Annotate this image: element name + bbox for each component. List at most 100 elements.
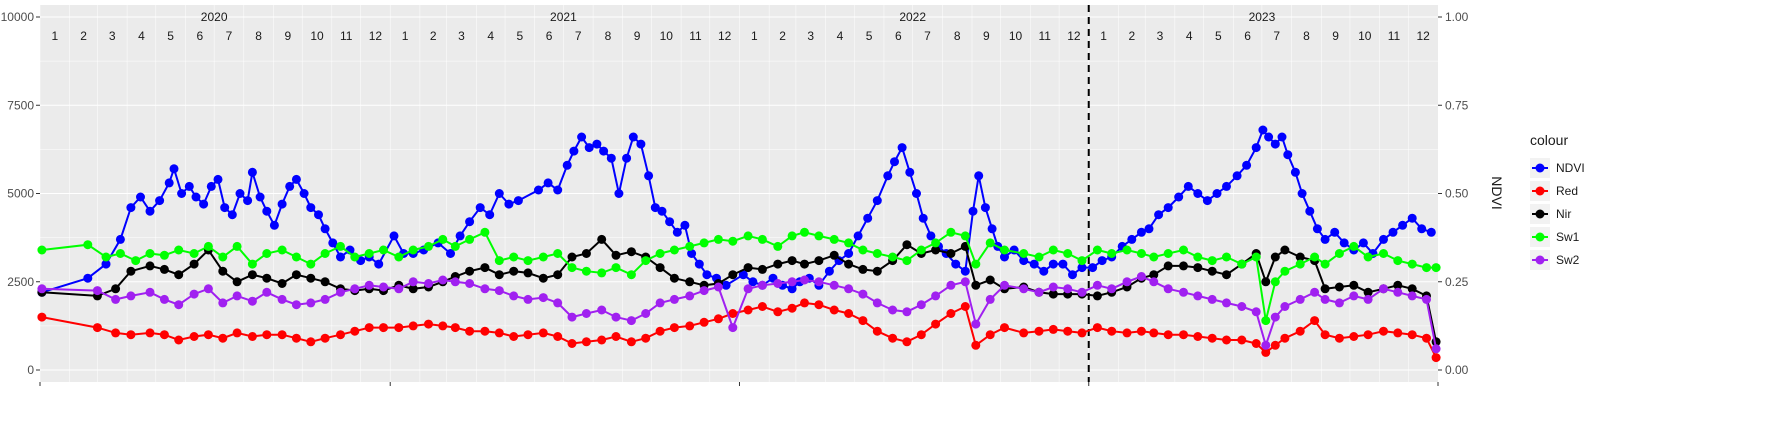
month-label: 7: [1273, 29, 1280, 43]
data-point: [206, 181, 216, 191]
month-label: 11: [1388, 29, 1401, 43]
data-point: [757, 264, 767, 274]
data-point: [247, 167, 257, 177]
data-point: [636, 139, 646, 149]
data-point: [1320, 294, 1330, 304]
data-point: [320, 249, 330, 258]
data-point: [1048, 282, 1058, 292]
year-label: 2022: [899, 10, 926, 24]
data-point: [738, 270, 748, 280]
data-point: [320, 294, 330, 304]
data-point: [622, 153, 632, 163]
month-label: 10: [1358, 29, 1372, 43]
data-point: [665, 217, 675, 227]
month-label: 10: [1009, 29, 1023, 43]
data-point: [980, 203, 990, 213]
data-point: [844, 284, 854, 294]
data-point: [872, 298, 882, 308]
data-point: [829, 250, 839, 260]
data-point: [126, 330, 136, 340]
data-point: [960, 266, 970, 276]
data-point: [902, 307, 912, 317]
data-point: [1092, 291, 1102, 301]
data-point: [480, 326, 490, 336]
month-label: 2: [80, 29, 87, 43]
data-point: [446, 249, 455, 258]
data-point: [1136, 326, 1146, 336]
data-point: [888, 305, 898, 315]
data-point: [232, 328, 242, 338]
data-point: [1295, 259, 1305, 269]
y-right-tick-label: 0.75: [1445, 98, 1469, 112]
data-point: [687, 249, 697, 258]
data-point: [1212, 189, 1222, 198]
data-point: [218, 298, 228, 308]
month-label: 1: [402, 29, 409, 43]
series-line: [41, 128, 1432, 294]
axis-layer: 0 2500 5000 7500 10000 0.00 0.25 0.50 0.75 1.00: [1, 10, 1469, 386]
data-point: [247, 259, 257, 269]
data-point: [523, 330, 533, 340]
data-point: [626, 337, 636, 347]
series-sw2: [37, 272, 1441, 354]
data-point: [111, 294, 121, 304]
data-point: [1426, 227, 1436, 237]
month-label: 5: [1215, 29, 1222, 43]
data-point: [494, 189, 504, 198]
data-point: [787, 277, 797, 287]
data-point: [787, 231, 797, 241]
data-point: [291, 270, 301, 280]
data-point: [389, 231, 399, 241]
data-point: [1349, 241, 1359, 251]
data-point: [577, 132, 587, 142]
data-point: [853, 231, 863, 241]
data-point: [897, 143, 907, 153]
data-point: [1000, 323, 1009, 333]
y-tick-label: 7500: [7, 98, 34, 112]
data-point: [931, 291, 941, 301]
data-point: [553, 270, 563, 280]
data-point: [902, 256, 912, 266]
data-point: [306, 273, 316, 283]
data-point: [824, 266, 834, 276]
month-label: 11: [689, 29, 702, 43]
data-point: [92, 286, 102, 296]
data-point: [523, 268, 533, 278]
data-point: [1422, 263, 1431, 273]
data-point: [1088, 263, 1098, 273]
data-point: [787, 303, 797, 313]
month-label: 3: [1157, 29, 1164, 43]
data-point: [1431, 263, 1441, 273]
data-point: [1179, 287, 1188, 297]
data-point: [985, 294, 995, 304]
data-point: [159, 294, 169, 304]
data-point: [164, 178, 174, 188]
data-point: [1237, 335, 1247, 345]
data-point: [1092, 280, 1102, 290]
data-point: [408, 284, 418, 294]
data-point: [1334, 282, 1344, 292]
data-point: [159, 330, 169, 340]
data-point: [450, 323, 460, 333]
data-point: [1270, 139, 1280, 149]
data-point: [1297, 189, 1307, 198]
month-label: 8: [954, 29, 961, 43]
data-point: [1149, 277, 1159, 287]
data-point: [814, 300, 824, 310]
data-point: [1193, 332, 1203, 341]
data-point: [1063, 284, 1073, 294]
data-point: [218, 266, 228, 276]
data-point: [611, 263, 621, 273]
data-point: [1320, 330, 1330, 340]
month-label: 11: [340, 29, 353, 43]
data-point: [985, 330, 995, 340]
data-point: [145, 328, 155, 338]
data-point: [306, 203, 316, 213]
month-label: 4: [138, 29, 145, 43]
data-point: [1339, 238, 1349, 248]
month-label: 6: [895, 29, 902, 43]
data-point: [858, 316, 868, 326]
data-point: [1388, 227, 1398, 237]
data-point: [1280, 266, 1290, 276]
data-point: [699, 238, 709, 248]
